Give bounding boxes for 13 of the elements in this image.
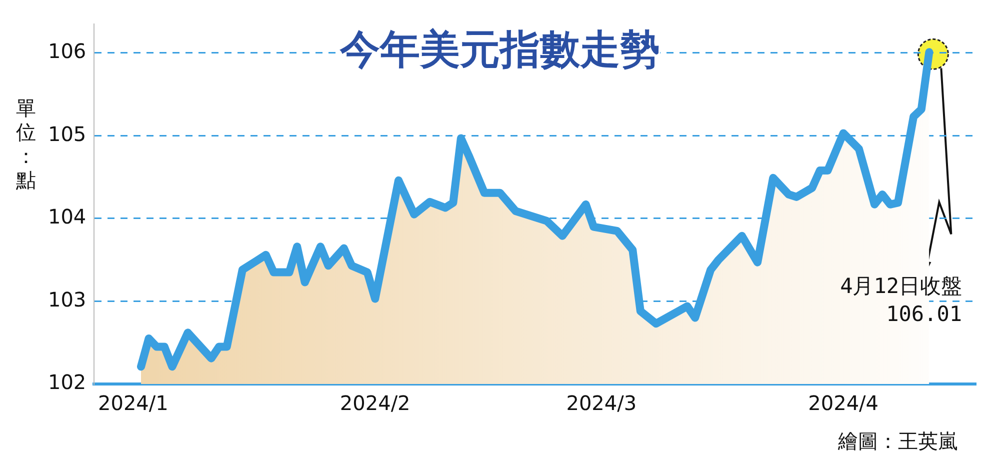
x-tick-label: 2024/1 (98, 391, 168, 416)
chart-title: 今年美元指數走勢 (340, 22, 660, 77)
y-tick-label: 105 (48, 122, 86, 146)
y-tick-label: 104 (48, 204, 86, 229)
x-tick-label: 2024/2 (340, 391, 410, 416)
y-tick-label: 102 (48, 370, 86, 394)
x-tick-label: 2024/3 (566, 391, 637, 416)
text: 繪圖：王英嵐 (838, 428, 958, 455)
x-tick-label: 2024/4 (808, 391, 879, 416)
y-tick-label: 106 (48, 39, 86, 64)
y-tick-label: 103 (48, 287, 86, 312)
annotation: 4月12日收盤 106.01 (840, 273, 962, 328)
y-axis-title: 單位：點 (15, 96, 37, 192)
